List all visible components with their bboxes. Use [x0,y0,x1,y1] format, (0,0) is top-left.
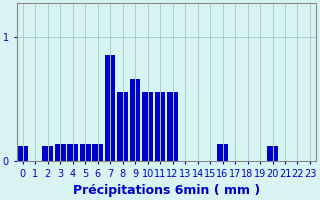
Bar [18,146,28,161]
Bar [217,144,228,161]
Bar [68,144,78,161]
Bar [130,79,140,161]
Bar [155,92,165,161]
Bar [80,144,91,161]
Bar [43,146,53,161]
Bar [167,92,178,161]
Bar [92,144,103,161]
Bar [105,55,116,161]
Bar [117,92,128,161]
Bar [142,92,153,161]
Bar [267,146,278,161]
Bar [55,144,66,161]
X-axis label: Précipitations 6min ( mm ): Précipitations 6min ( mm ) [73,184,260,197]
